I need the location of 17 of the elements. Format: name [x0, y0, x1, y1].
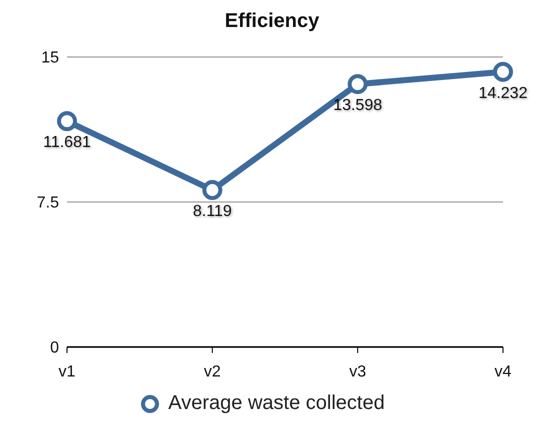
point	[57, 111, 77, 132]
data-label: 13.598	[333, 97, 382, 114]
point	[493, 62, 513, 82]
y-tick-label: 15	[41, 50, 60, 67]
data-label: 11.681	[43, 134, 91, 152]
data-label: 14.232	[478, 84, 528, 102]
x-tick-label: v1	[58, 363, 76, 380]
chart-title: Efficiency	[224, 9, 320, 34]
data-label: 8.119	[192, 203, 232, 220]
point	[348, 74, 368, 94]
x-tick-label: v2	[204, 363, 221, 380]
legend-label: Average waste collected	[168, 392, 385, 415]
point	[202, 180, 222, 200]
y-tick-label: 0	[50, 340, 60, 357]
x-tick-label: v4	[494, 363, 512, 380]
y-tick-label: 7.5	[36, 194, 60, 212]
x-tick-label: v3	[349, 363, 366, 380]
